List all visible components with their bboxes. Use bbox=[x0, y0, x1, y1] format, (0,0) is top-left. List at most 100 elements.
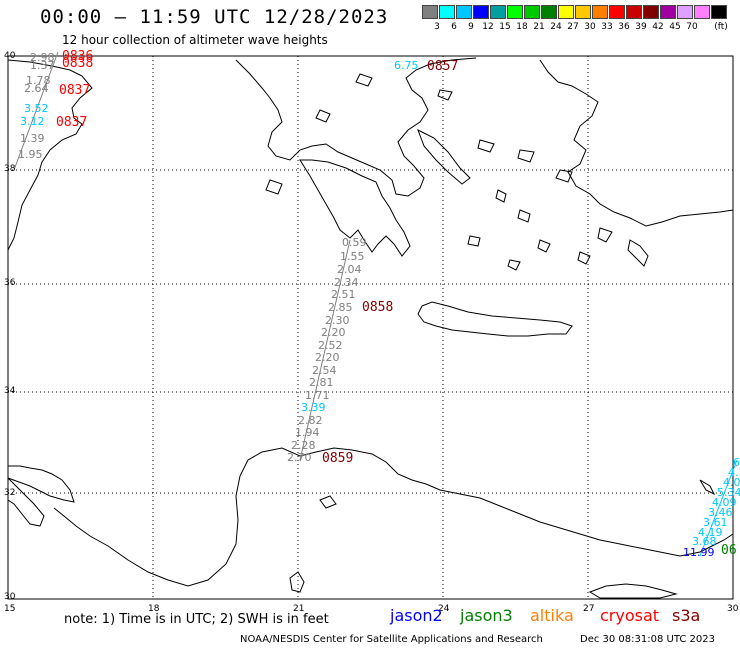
legend-label: 27 bbox=[567, 22, 579, 32]
pass-time: 0837 bbox=[56, 115, 88, 130]
wave-height-value: 2.52 bbox=[318, 339, 343, 352]
pass-time: 0857 bbox=[427, 59, 459, 74]
wave-height-value: 1.95 bbox=[18, 148, 43, 161]
lat-label: 40 bbox=[4, 51, 16, 61]
legend-label: 18 bbox=[516, 22, 528, 32]
satellite-label-s3a: s3a bbox=[672, 606, 701, 625]
legend-swatch bbox=[575, 5, 591, 19]
wave-height-value: 2.28 bbox=[291, 439, 316, 452]
legend-unit: (ft) bbox=[714, 22, 728, 32]
wave-height-value: 4.19 bbox=[698, 526, 723, 539]
wave-height-value: 2.20 bbox=[315, 351, 340, 364]
lat-label: 30 bbox=[4, 592, 16, 602]
wave-height-value: 2.85 bbox=[328, 301, 353, 314]
legend-swatch bbox=[490, 5, 506, 19]
legend-swatch bbox=[541, 5, 557, 19]
wave-height-value: 2.64 bbox=[24, 82, 49, 95]
legend-label: 9 bbox=[468, 22, 474, 32]
legend-label: 30 bbox=[584, 22, 596, 32]
satellite-label-altika: altika bbox=[530, 606, 574, 625]
wave-height-value: 2.51 bbox=[331, 288, 356, 301]
wave-height-value: 3.68 bbox=[692, 535, 717, 548]
wave-height-value: 3.52 bbox=[24, 102, 49, 115]
lon-label: 21 bbox=[293, 604, 305, 614]
legend-swatch bbox=[660, 5, 676, 19]
legend-swatch bbox=[524, 5, 540, 19]
lon-label: 24 bbox=[438, 604, 450, 614]
wave-height-value: 1.71 bbox=[305, 389, 330, 402]
lon-label: 18 bbox=[148, 604, 160, 614]
generated-timestamp: Dec 30 08:31:08 UTC 2023 bbox=[580, 634, 715, 645]
legend-swatch bbox=[507, 5, 523, 19]
wave-height-value: 2.30 bbox=[325, 314, 350, 327]
satellite-label-jason2: jason2 bbox=[390, 606, 443, 625]
legend-label: 24 bbox=[550, 22, 562, 32]
wave-height-value: 2.04 bbox=[337, 263, 362, 276]
wave-height-value: 5.34 bbox=[717, 486, 740, 499]
wave-height-value: 1.37 bbox=[30, 59, 55, 72]
wave-height-value: 4.09 bbox=[712, 496, 737, 509]
legend-label: 21 bbox=[533, 22, 545, 32]
wave-height-value: 2.34 bbox=[334, 276, 359, 289]
wave-height-value: 2.70 bbox=[287, 451, 312, 464]
wave-height-value: 1.78 bbox=[26, 74, 51, 87]
legend-label: 36 bbox=[618, 22, 630, 32]
legend-label: 6 bbox=[451, 22, 457, 32]
lon-label: 27 bbox=[583, 604, 595, 614]
legend-swatch bbox=[422, 5, 438, 19]
wave-height-value: 3.39 bbox=[301, 401, 326, 414]
wave-height-value: 3.61 bbox=[703, 516, 728, 529]
wave-height-value: 4. bbox=[728, 466, 739, 479]
legend-swatch bbox=[694, 5, 710, 19]
wave-height-value: 1.55 bbox=[340, 250, 365, 263]
legend-swatch bbox=[677, 5, 693, 19]
lon-label: 15 bbox=[4, 604, 16, 614]
legend-swatch bbox=[456, 5, 472, 19]
legend-label: 39 bbox=[635, 22, 647, 32]
wave-height-value: 4.0 bbox=[723, 476, 740, 489]
pass-time: 0858 bbox=[362, 300, 394, 315]
lat-label: 32 bbox=[4, 488, 16, 498]
legend-label: 12 bbox=[482, 22, 494, 32]
wave-height-value: 6 bbox=[733, 456, 740, 469]
wave-height-value: 2.98 bbox=[30, 51, 55, 64]
pass-time: 0836 bbox=[62, 49, 94, 64]
legend-label: 15 bbox=[499, 22, 511, 32]
legend-label: 42 bbox=[652, 22, 664, 32]
footnote: note: 1) Time is in UTC; 2) SWH is in fe… bbox=[64, 612, 329, 627]
lat-label: 34 bbox=[4, 386, 16, 396]
map-frame bbox=[7, 55, 734, 600]
legend-swatch bbox=[643, 5, 659, 19]
legend-swatch bbox=[711, 5, 727, 19]
lat-label: 38 bbox=[4, 164, 16, 174]
wave-height-value: 3.46 bbox=[708, 506, 733, 519]
satellite-tracks bbox=[13, 51, 738, 557]
legend-label: 70 bbox=[686, 22, 698, 32]
legend-label: 45 bbox=[669, 22, 681, 32]
pass-time: 0838 bbox=[62, 56, 94, 71]
wave-height-value: 1.39 bbox=[20, 132, 45, 145]
credit-line: NOAA/NESDIS Center for Satellite Applica… bbox=[240, 634, 543, 645]
coastline bbox=[7, 57, 734, 599]
legend-swatch bbox=[439, 5, 455, 19]
legend-swatch bbox=[558, 5, 574, 19]
satellite-label-cryosat: cryosat bbox=[600, 606, 660, 625]
lon-label: 30 bbox=[727, 604, 739, 614]
pass-time: 0837 bbox=[59, 83, 91, 98]
wave-height-value: 11.99 bbox=[683, 546, 715, 559]
pass-time: 0859 bbox=[322, 451, 354, 466]
wave-height-value: 2.82 bbox=[298, 414, 323, 427]
wave-height-value: 0.59 bbox=[342, 236, 367, 249]
graticule bbox=[8, 56, 733, 599]
legend-label: 33 bbox=[601, 22, 613, 32]
pass-time: 06 bbox=[721, 543, 737, 558]
legend-swatch bbox=[592, 5, 608, 19]
page-title: 00:00 – 11:59 UTC 12/28/2023 bbox=[40, 6, 389, 28]
wave-height-value: 6.75 bbox=[394, 59, 419, 72]
wave-height-value: 2.54 bbox=[312, 364, 337, 377]
legend-swatch bbox=[626, 5, 642, 19]
wave-height-value: 2.20 bbox=[321, 326, 346, 339]
lat-label: 36 bbox=[4, 278, 16, 288]
